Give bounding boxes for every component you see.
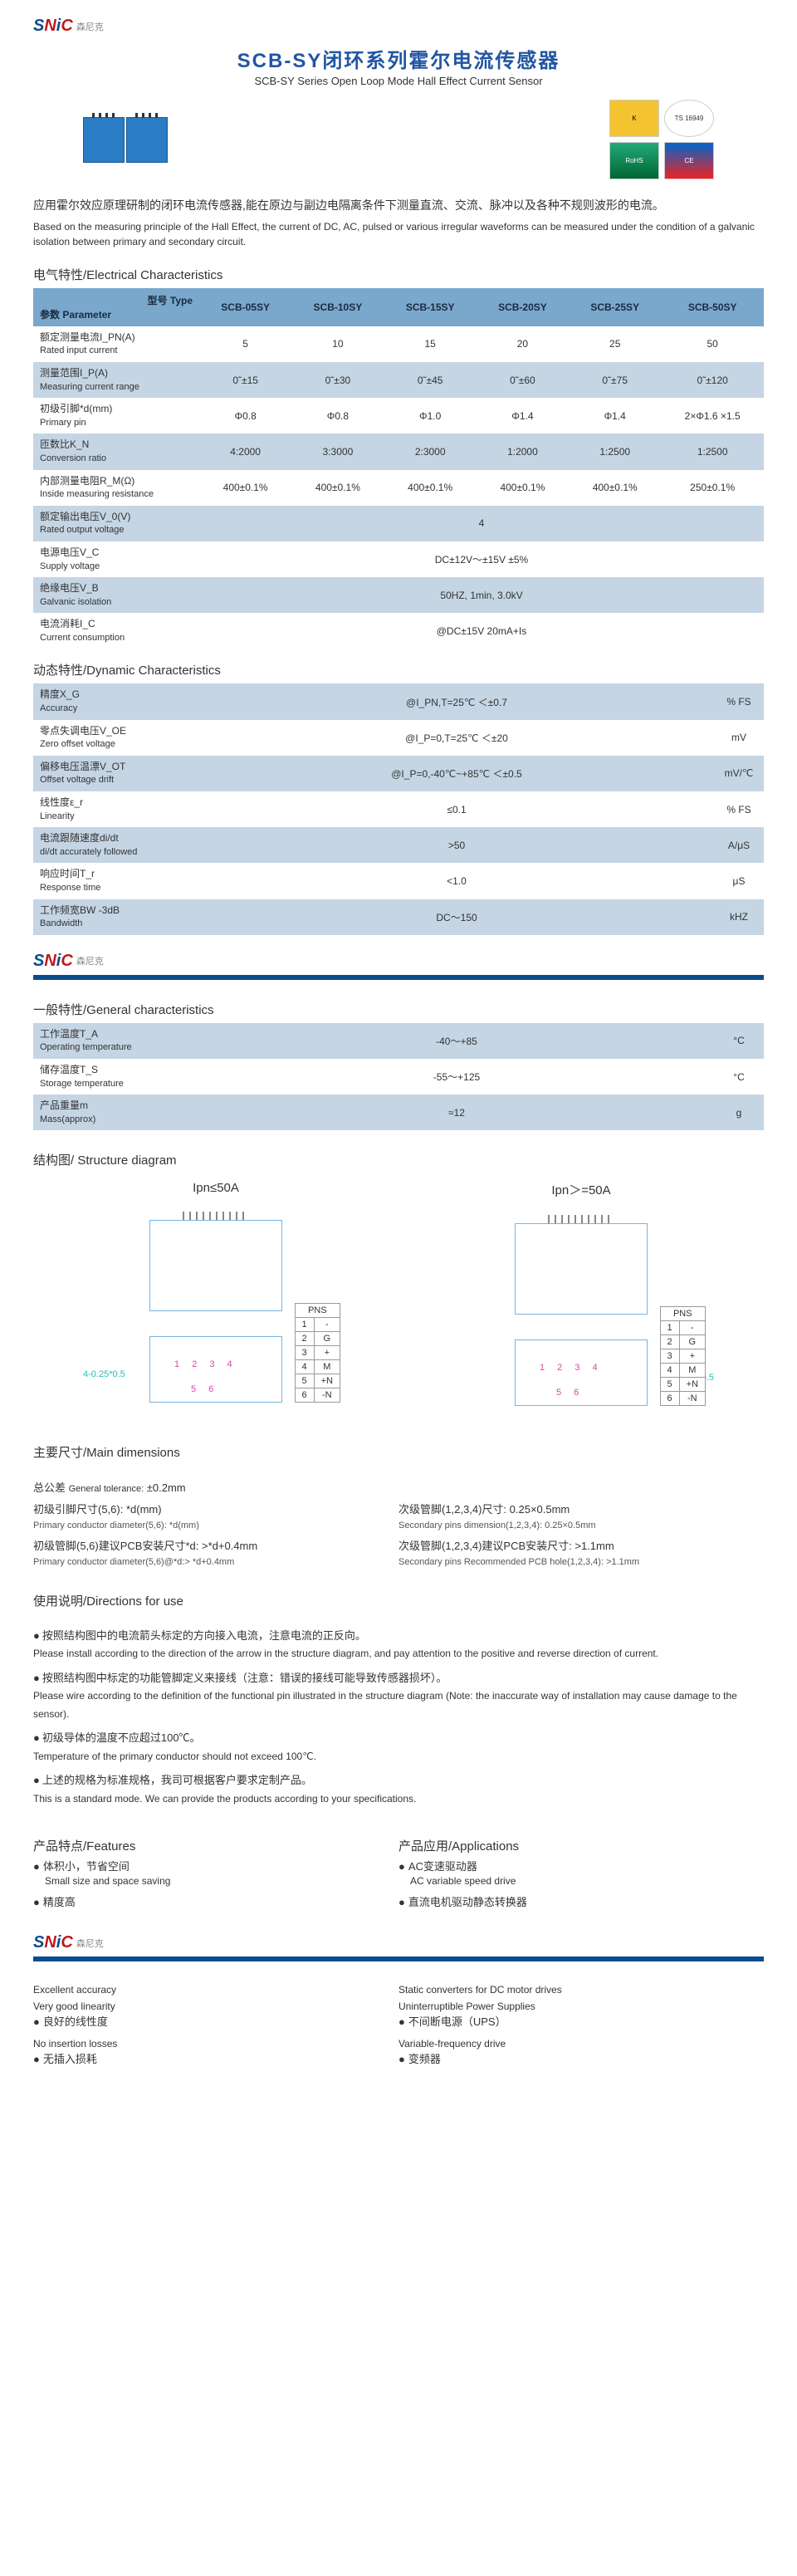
title-block: SCB-SY闭环系列霍尔电流传感器 SCB-SY Series Open Loo… xyxy=(33,44,764,87)
cert-ts: TS 16949 xyxy=(664,100,714,137)
table-row: 工作频宽BW -3dBBandwidthDC～150kHZ xyxy=(33,899,764,935)
last-block: Excellent accuracyVery good linearity良好的… xyxy=(33,1982,764,2074)
table-row: 额定输出电压V_0(V)Rated output voltage4 xyxy=(33,506,764,541)
title-cn: SCB-SY闭环系列霍尔电流传感器 xyxy=(33,44,764,73)
list-item: 直流电机驱动静态转换器 xyxy=(398,1895,764,1910)
dim-block: 总公差 General tolerance: ±0.2mm 初级引脚尺寸(5,6… xyxy=(33,1477,764,1570)
intro-cn: 应用霍尔效应原理研制的闭环电流传感器,能在原边与副边电隔离条件下测量直流、交流、… xyxy=(33,196,764,216)
logo-top: SNiC 森尼克 xyxy=(33,17,764,36)
table-row: 产品重量mMass(approx)≈12g xyxy=(33,1095,764,1130)
intro-en: Based on the measuring principle of the … xyxy=(33,219,764,249)
struct-right-box: 4-0.25*0.5 1 2 3 4 5 6 PNS1-2G3+4M5+N6-N xyxy=(448,1207,714,1423)
table-row: 偏移电压温漂V_OTOffset voltage drift@I_P=0,-40… xyxy=(33,756,764,791)
pns-table-left: PNS1-2G3+4M5+N6-N xyxy=(295,1303,341,1403)
table-row: 线性度ε_rLinearity≤0.1% FS xyxy=(33,791,764,827)
section-dyn-title: 动态特性/Dynamic Characteristics xyxy=(33,661,764,678)
table-row: 匝数比K_NConversion ratio4:20003:30002:3000… xyxy=(33,433,764,469)
struct-left-box: 4-0.25*0.5 1 2 3 4 5 6 PNS1-2G3+4M5+N6-N xyxy=(83,1203,349,1419)
struct-diagrams: Ipn≤50A 4-0.25*0.5 1 2 3 4 5 6 PNS1-2G3+… xyxy=(33,1181,764,1423)
table-row: 储存温度T_SStorage temperature-55～+125°C xyxy=(33,1059,764,1095)
list-item: 体积小，节省空间Small size and space saving xyxy=(33,1859,398,1888)
dyn-table: 精度X_GAccuracy@I_PN,T=25℃ ＜±0.7% FS零点失调电压… xyxy=(33,683,764,934)
struct-left-label: Ipn≤50A xyxy=(83,1181,349,1195)
table-row: 测量范围I_P(A)Measuring current range0˜±150˜… xyxy=(33,362,764,398)
table-row: 额定测量电流I_PN(A)Rated input current51015202… xyxy=(33,326,764,362)
table-row: 电源电压V_CSupply voltageDC±12V～±15V ±5% xyxy=(33,541,764,577)
table-row: 内部测量电阻R_M(Ω)Inside measuring resistance4… xyxy=(33,470,764,506)
section-struct-title: 结构图/ Structure diagram xyxy=(33,1151,764,1168)
gen-table: 工作温度T_AOperating temperature-40～+85°C储存温… xyxy=(33,1023,764,1131)
cert-kcb: K xyxy=(609,100,659,137)
dir-block: 按照结构图中的电流箭头标定的方向接入电流，注意电流的正反向。Please ins… xyxy=(33,1626,764,1809)
logo-mid: SNiC森尼克 xyxy=(33,952,764,971)
section-gen-title: 一般特性/General characteristics xyxy=(33,1001,764,1018)
title-en: SCB-SY Series Open Loop Mode Hall Effect… xyxy=(33,75,764,87)
apps-title: 产品应用/Applications xyxy=(398,1837,764,1854)
list-item: 精度高 xyxy=(33,1895,398,1910)
apps-list: AC变速驱动器AC variable speed drive 直流电机驱动静态转换… xyxy=(398,1859,764,1910)
cert-ce: CE xyxy=(664,142,714,179)
features-list: 体积小，节省空间Small size and space saving 精度高 xyxy=(33,1859,398,1910)
list-item: AC变速驱动器AC variable speed drive xyxy=(398,1859,764,1888)
table-row: 初级引脚*d(mm)Primary pinΦ0.8Φ0.8Φ1.0Φ1.4Φ1.… xyxy=(33,398,764,433)
struct-right-label: Ipn＞=50A xyxy=(448,1181,714,1198)
table-row: 电流跟随速度di/dtdi/dt accurately followed>50A… xyxy=(33,827,764,863)
pns-table-right: PNS1-2G3+4M5+N6-N xyxy=(660,1306,707,1406)
table-row: 电流消耗I_CCurrent consumption@DC±15V 20mA+I… xyxy=(33,613,764,649)
table-row: 零点失调电压V_OEZero offset voltage@I_P=0,T=25… xyxy=(33,720,764,756)
table-row: 绝缘电压V_BGalvanic isolation50HZ, 1min, 3.0… xyxy=(33,577,764,613)
hero-row: K TS 16949 RoHS CE xyxy=(83,100,714,179)
cert-rohs: RoHS xyxy=(609,142,659,179)
section-dim-title: 主要尺寸/Main dimensions xyxy=(33,1443,764,1461)
table-row: 工作温度T_AOperating temperature-40～+85°C xyxy=(33,1023,764,1059)
section-dir-title: 使用说明/Directions for use xyxy=(33,1592,764,1609)
logo-bottom: SNiC森尼克 xyxy=(33,1933,764,1952)
product-image xyxy=(83,117,168,163)
table-row: 精度X_GAccuracy@I_PN,T=25℃ ＜±0.7% FS xyxy=(33,683,764,719)
table-row: 响应时间T_rResponse time<1.0μS xyxy=(33,863,764,899)
features-title: 产品特点/Features xyxy=(33,1837,398,1854)
section-elec-title: 电气特性/Electrical Characteristics xyxy=(33,266,764,283)
elec-table: 型号 Type 参数 Parameter SCB-05SY SCB-10SY S… xyxy=(33,288,764,649)
cert-badges: K TS 16949 RoHS CE xyxy=(609,100,714,179)
